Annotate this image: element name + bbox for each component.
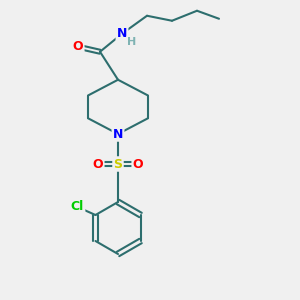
Text: H: H (128, 37, 136, 47)
Text: S: S (113, 158, 122, 170)
Text: O: O (73, 40, 83, 53)
Text: N: N (113, 128, 123, 140)
Text: Cl: Cl (71, 200, 84, 214)
Text: O: O (133, 158, 143, 170)
Text: O: O (93, 158, 103, 170)
Text: N: N (117, 27, 127, 40)
